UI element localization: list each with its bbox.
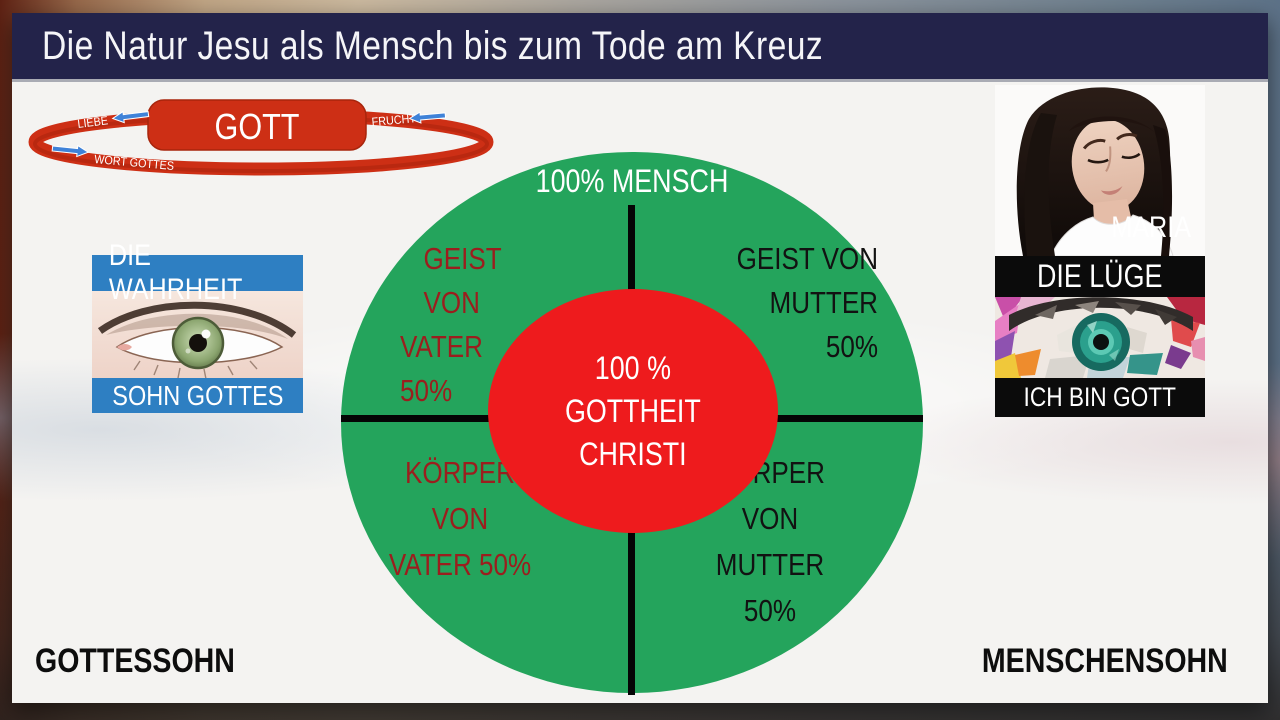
maria-card-footer-text: ICH BIN GOTT — [1023, 382, 1177, 412]
maria-card: MARIA DIE LÜGE — [995, 85, 1205, 417]
eye-highlight — [201, 329, 211, 339]
slide-canvas: Die Natur Jesu als Mensch bis zum Tode a… — [12, 13, 1268, 703]
menschensohn-text: MENSCHENSOHN — [982, 642, 1228, 680]
quadrant-koerper-vater: KÖRPER VON VATER 50% — [370, 450, 550, 588]
quadrant-line: VATER — [400, 329, 483, 364]
truth-card-header-text: DIE WAHRHEIT — [108, 239, 243, 306]
quadrant-line: GEIST VON — [736, 241, 878, 276]
face-group — [1071, 119, 1145, 211]
truth-card-footer-text: SOHN GOTTES — [111, 379, 284, 411]
poly-pupil — [1093, 334, 1109, 350]
poly-iris-highlight — [1087, 321, 1097, 333]
gott-box — [147, 99, 367, 151]
nose — [1105, 146, 1112, 172]
poly-sclera-left — [1057, 325, 1077, 353]
eyelid-shadow — [106, 313, 288, 339]
page-title-text: Die Natur Jesu als Mensch bis zum Tode a… — [42, 23, 824, 68]
maria-name-text: MARIA — [1111, 211, 1191, 244]
quadrant-line: 50% — [400, 373, 453, 408]
maria-name-label: MARIA — [1096, 211, 1191, 245]
menschensohn-label: MENSCHENSOHN — [935, 642, 1228, 681]
eyelash-arc — [97, 301, 297, 338]
maria-card-header: DIE LÜGE — [995, 256, 1205, 297]
eye-pupil — [189, 334, 207, 352]
left-eye-closed — [1087, 158, 1109, 164]
truth-card: DIE WAHRHEIT — [92, 239, 303, 413]
arrow-right-wort-icon — [51, 144, 90, 158]
poly-eyelash-arc — [1009, 297, 1193, 331]
page-title: Die Natur Jesu als Mensch bis zum Tode a… — [42, 24, 972, 69]
truth-card-footer: SOHN GOTTES — [92, 378, 303, 413]
gottheit-line: 100 % — [594, 349, 672, 386]
slide-body: GOTT LIEBE FRUCHT WORT GOTTES 100% MENSC… — [12, 82, 1268, 703]
eye-inner-corner — [117, 344, 132, 351]
quadrant-line: VON — [431, 501, 489, 536]
eye-highlight-small — [185, 348, 191, 354]
green-eye-photo — [92, 291, 303, 378]
arrow-left-frucht-icon — [408, 111, 447, 124]
white-shirt — [1050, 214, 1174, 256]
quadrant-line: GEIST VON — [423, 241, 502, 320]
maria-photo-wrap: MARIA — [995, 85, 1205, 256]
lower-lashes — [133, 360, 258, 378]
poly-lash-facets — [1035, 301, 1177, 325]
hair-strand-left — [1024, 113, 1057, 256]
right-eyebrow — [1116, 133, 1138, 141]
maria-photo — [995, 85, 1205, 256]
hair-fringe — [1069, 116, 1157, 135]
quadrant-line: VON — [741, 501, 799, 536]
gottheit-line: CHRISTI — [579, 435, 687, 472]
gottessohn-text: GOTTESSOHN — [35, 642, 235, 680]
maria-card-header-text: DIE LÜGE — [1037, 258, 1163, 294]
gott-box-label: GOTT — [215, 108, 300, 148]
gottheit-circle: 100 % GOTTHEIT CHRISTI — [488, 289, 778, 533]
quadrant-line: VATER 50% — [388, 547, 532, 582]
gott-cycle-svg: GOTT LIEBE FRUCHT WORT GOTTES — [28, 99, 494, 176]
arrow-left-liebe-icon — [111, 110, 150, 124]
liebe-label: LIEBE — [77, 115, 109, 131]
quadrant-line: KÖRPER — [405, 455, 515, 490]
slide-header: Die Natur Jesu als Mensch bis zum Tode a… — [12, 13, 1268, 82]
mensch-circle-label-text: 100% MENSCH — [535, 163, 729, 199]
quadrant-line: MUTTER 50% — [715, 547, 825, 628]
hair-strand-right — [1153, 125, 1173, 256]
frucht-label: FRUCHT — [371, 113, 416, 129]
quadrant-line: MUTTER — [769, 285, 878, 320]
quadrant-geist-vater: GEIST VON VATER 50% — [400, 237, 575, 413]
gottheit-circle-label: 100 % GOTTHEIT CHRISTI — [565, 347, 701, 476]
gottessohn-label: GOTTESSOHN — [35, 642, 273, 681]
gottheit-line: GOTTHEIT — [565, 392, 701, 429]
maria-card-footer: ICH BIN GOTT — [995, 378, 1205, 417]
truth-card-header: DIE WAHRHEIT — [92, 239, 303, 306]
lips — [1100, 185, 1123, 195]
mensch-circle-label: 100% MENSCH — [341, 163, 923, 200]
poly-iris-highlight-2 — [1109, 349, 1119, 361]
quadrant-line: 50% — [825, 329, 878, 364]
polygon-eye-photo — [995, 297, 1205, 378]
right-eye-closed — [1121, 152, 1141, 160]
left-eyebrow — [1082, 138, 1106, 150]
poly-sclera-right — [1127, 327, 1147, 353]
gott-cycle-diagram: GOTT LIEBE FRUCHT WORT GOTTES — [20, 95, 510, 200]
quadrant-geist-mutter: GEIST VON MUTTER 50% — [692, 237, 878, 369]
